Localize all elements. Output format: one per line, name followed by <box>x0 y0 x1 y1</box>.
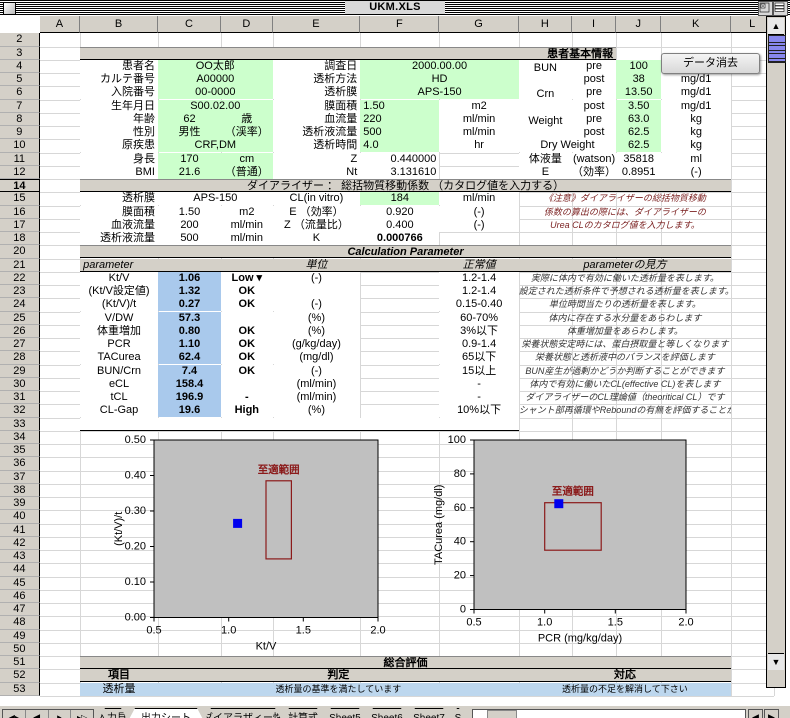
svg-text:1.5: 1.5 <box>296 625 311 637</box>
svg-text:2.0: 2.0 <box>678 617 693 629</box>
svg-text:40: 40 <box>454 536 466 548</box>
svg-text:0.10: 0.10 <box>125 576 146 588</box>
svg-text:0.40: 0.40 <box>125 470 146 482</box>
svg-text:0.50: 0.50 <box>125 434 146 446</box>
svg-text:80: 80 <box>454 468 466 480</box>
svg-text:PCR (mg/kg/day): PCR (mg/kg/day) <box>538 633 622 645</box>
svg-text:0.30: 0.30 <box>125 505 146 517</box>
svg-text:100: 100 <box>448 434 466 446</box>
svg-text:TACurea (mg/dl): TACurea (mg/dl) <box>433 485 445 565</box>
svg-text:1.0: 1.0 <box>221 625 236 637</box>
svg-text:0: 0 <box>460 604 466 616</box>
svg-text:0.20: 0.20 <box>125 541 146 553</box>
svg-text:0.00: 0.00 <box>125 612 146 624</box>
svg-text:0.5: 0.5 <box>146 625 161 637</box>
svg-text:至適範囲: 至適範囲 <box>552 485 594 498</box>
svg-text:60: 60 <box>454 502 466 514</box>
svg-text:20: 20 <box>454 570 466 582</box>
svg-text:1.0: 1.0 <box>537 617 552 629</box>
svg-text:0.5: 0.5 <box>466 617 481 629</box>
svg-text:1.5: 1.5 <box>608 617 623 629</box>
svg-text:2.0: 2.0 <box>370 625 385 637</box>
svg-text:至適範囲: 至適範囲 <box>258 463 300 476</box>
svg-text:(Kt/V)/t: (Kt/V)/t <box>113 512 125 546</box>
svg-text:Kt/V: Kt/V <box>256 641 277 653</box>
